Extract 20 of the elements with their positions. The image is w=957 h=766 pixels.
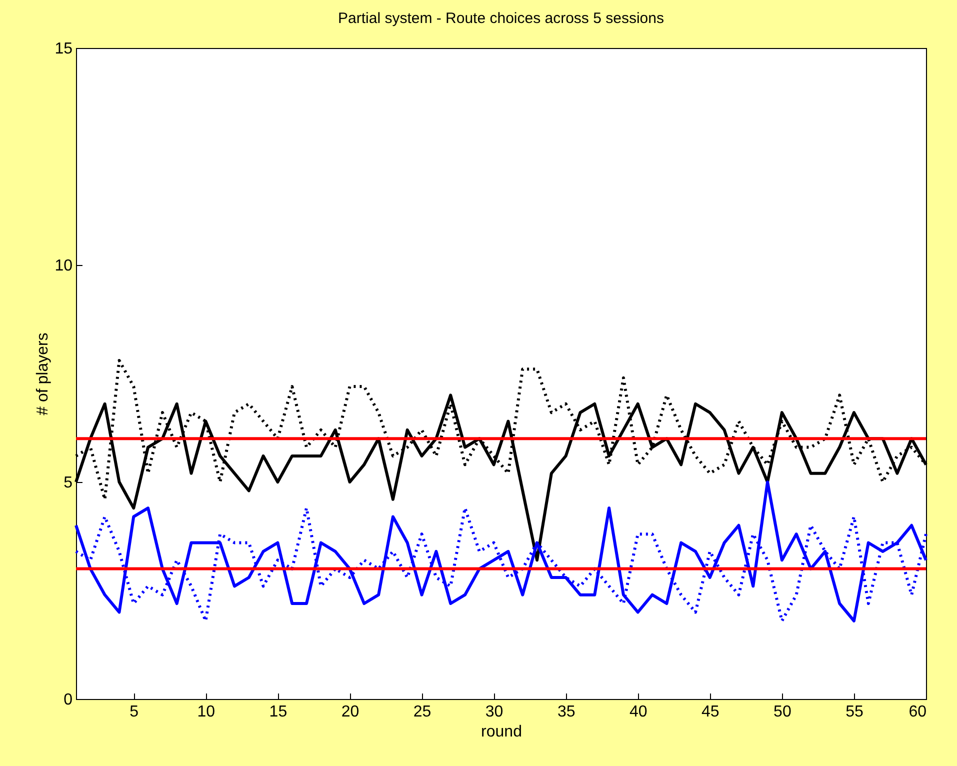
x-tick-label: 35 xyxy=(557,704,576,720)
x-tick-label: 10 xyxy=(197,704,216,720)
y-tick-label: 0 xyxy=(64,692,73,708)
x-tick-label: 30 xyxy=(485,704,504,720)
x-tick-label: 15 xyxy=(269,704,288,720)
y-tick-label: 10 xyxy=(54,258,73,274)
y-tick-label: 5 xyxy=(64,474,73,492)
chart-title: Partial system - Route choices across 5 sessions xyxy=(338,10,664,27)
x-tick-label: 50 xyxy=(774,704,792,720)
line-series xyxy=(74,480,928,622)
x-tick-label: 25 xyxy=(413,704,432,720)
y-axis-title: # of players xyxy=(34,332,52,416)
y-tick-label: 15 xyxy=(54,40,73,58)
x-axis-title: round xyxy=(481,724,522,740)
x-tick-label: 60 xyxy=(908,704,927,720)
x-tick-label: 5 xyxy=(130,704,139,720)
x-tick-label: 45 xyxy=(702,704,720,720)
x-tick-label: 20 xyxy=(341,704,360,720)
x-tick-label: 40 xyxy=(629,704,648,720)
x-tick-label: 55 xyxy=(846,704,864,720)
